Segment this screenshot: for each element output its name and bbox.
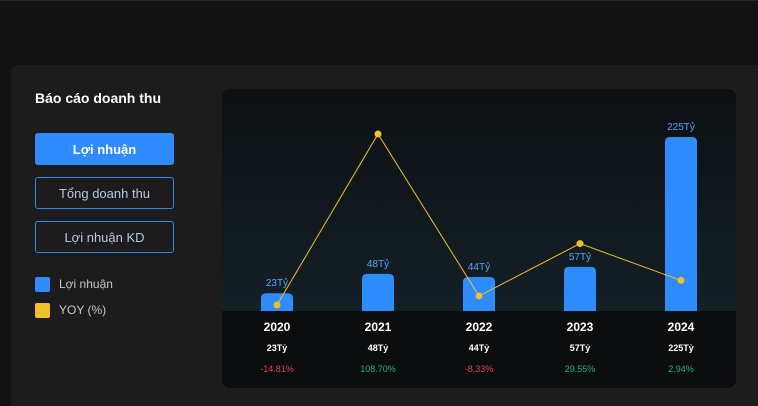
profit-value-2021: 48Tỷ xyxy=(368,343,389,353)
bar-value-label-2021: 48Tỷ xyxy=(367,258,389,270)
profit-value-2020: 23Tỷ xyxy=(267,343,288,353)
total-revenue-button[interactable]: Tổng doanh thu xyxy=(35,177,174,209)
legend-item-profit: Lợi nhuận xyxy=(35,276,113,292)
profit-value-2024: 225Tỷ xyxy=(668,343,694,353)
x-tick-label-2020: 2020 xyxy=(264,320,291,334)
bar-value-label-2024: 225Tỷ xyxy=(667,121,695,133)
legend-item-yoy: YOY (%) xyxy=(35,302,106,318)
card-title: Báo cáo doanh thu xyxy=(35,90,161,106)
bar-2021[interactable] xyxy=(362,273,394,311)
yoy-point-2020[interactable] xyxy=(273,301,281,309)
yoy-point-2024[interactable] xyxy=(677,276,685,284)
x-tick-label-2023: 2023 xyxy=(567,320,594,334)
profit-chart: 23Tỷ 48Tỷ 44Tỷ 57Tỷ 225Tỷ 2020 23Tỷ -14.81% 2021… xyxy=(222,89,736,374)
x-tick-label-2021: 2021 xyxy=(365,320,392,334)
legend-label-yoy: YOY (%) xyxy=(59,303,107,317)
yoy-value-2021: 108.70% xyxy=(360,364,396,374)
yoy-point-2023[interactable] xyxy=(576,240,584,248)
yoy-point-2022[interactable] xyxy=(475,292,483,300)
profit-value-2022: 44Tỷ xyxy=(469,343,490,353)
top-divider xyxy=(0,0,758,1)
yoy-value-2024: 2.94% xyxy=(668,364,694,374)
plot-area xyxy=(222,89,736,311)
bar-value-label-2022: 44Tỷ xyxy=(468,261,490,273)
yoy-value-2023: 29.55% xyxy=(565,364,596,374)
bar-2023[interactable] xyxy=(564,266,596,311)
legend-swatch-profit xyxy=(35,276,50,292)
bar-2024[interactable] xyxy=(665,137,697,311)
legend-label-profit: Lợi nhuận xyxy=(59,277,113,291)
chart-panel: 23Tỷ 48Tỷ 44Tỷ 57Tỷ 225Tỷ 2020 23Tỷ -14.81% 2021… xyxy=(222,89,736,388)
yoy-value-2022: -8.33% xyxy=(465,364,494,374)
bar-value-label-2020: 23Tỷ xyxy=(266,277,288,289)
revenue-report-card: Báo cáo doanh thu Lợi nhuận Tổng doanh t… xyxy=(11,65,758,406)
profit-value-2023: 57Tỷ xyxy=(570,343,591,353)
x-tick-label-2024: 2024 xyxy=(668,320,695,334)
yoy-point-2021[interactable] xyxy=(374,130,382,138)
bar-value-label-2023: 57Tỷ xyxy=(569,251,591,263)
profit-button[interactable]: Lợi nhuận xyxy=(35,133,174,165)
x-tick-label-2022: 2022 xyxy=(466,320,493,334)
legend-swatch-yoy xyxy=(35,302,50,318)
operating-profit-button[interactable]: Lợi nhuận KD xyxy=(35,221,174,253)
yoy-value-2020: -14.81% xyxy=(260,364,294,374)
